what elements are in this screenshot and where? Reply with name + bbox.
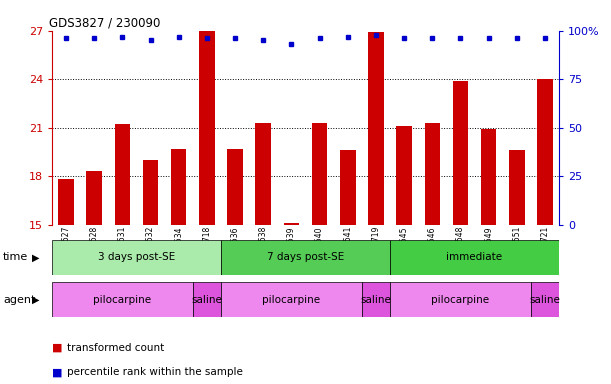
- Bar: [199, 31, 214, 225]
- Bar: [397, 126, 412, 225]
- Text: ▶: ▶: [32, 252, 39, 262]
- Text: pilocarpine: pilocarpine: [93, 295, 152, 305]
- Text: ▶: ▶: [32, 295, 39, 305]
- Text: saline: saline: [530, 295, 560, 305]
- Bar: [284, 223, 299, 225]
- Bar: [115, 124, 130, 225]
- Bar: [509, 150, 525, 225]
- Text: 3 days post-SE: 3 days post-SE: [98, 252, 175, 262]
- Bar: [537, 79, 553, 225]
- Bar: [390, 240, 559, 275]
- Bar: [193, 282, 221, 317]
- Bar: [531, 282, 559, 317]
- Bar: [86, 171, 102, 225]
- Bar: [425, 123, 440, 225]
- Text: saline: saline: [191, 295, 222, 305]
- Text: ■: ■: [52, 343, 62, 353]
- Text: immediate: immediate: [447, 252, 503, 262]
- Text: percentile rank within the sample: percentile rank within the sample: [67, 367, 243, 377]
- Text: GDS3827 / 230090: GDS3827 / 230090: [49, 17, 161, 30]
- Bar: [58, 179, 74, 225]
- Bar: [52, 282, 193, 317]
- Text: ■: ■: [52, 367, 62, 377]
- Text: time: time: [3, 252, 28, 262]
- Bar: [221, 282, 362, 317]
- Bar: [340, 150, 356, 225]
- Bar: [52, 240, 221, 275]
- Bar: [171, 149, 186, 225]
- Text: 7 days post-SE: 7 days post-SE: [267, 252, 344, 262]
- Bar: [143, 160, 158, 225]
- Bar: [481, 129, 496, 225]
- Bar: [255, 123, 271, 225]
- Bar: [221, 240, 390, 275]
- Bar: [453, 81, 468, 225]
- Bar: [227, 149, 243, 225]
- Text: agent: agent: [3, 295, 35, 305]
- Text: pilocarpine: pilocarpine: [262, 295, 321, 305]
- Bar: [390, 282, 531, 317]
- Text: saline: saline: [360, 295, 392, 305]
- Bar: [362, 282, 390, 317]
- Text: pilocarpine: pilocarpine: [431, 295, 489, 305]
- Bar: [312, 123, 327, 225]
- Text: transformed count: transformed count: [67, 343, 164, 353]
- Bar: [368, 32, 384, 225]
